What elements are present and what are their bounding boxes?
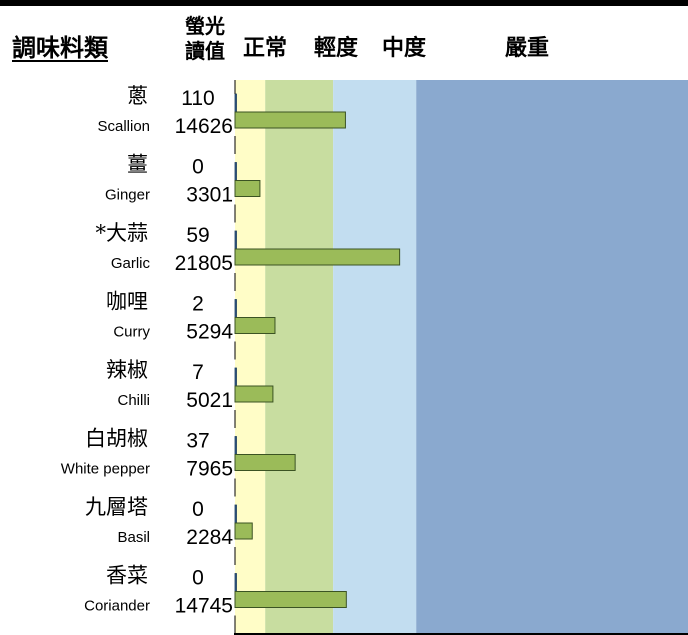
label-en-scallion: Scallion [97,118,150,135]
bar-small-coriander [234,573,237,592]
label-cn-scallion: 蔥 [127,84,148,108]
header-severe: 嚴重 [505,35,550,61]
label-en-ginger: Ginger [105,187,150,204]
label-cn-basil: 九層塔 [85,495,148,519]
bar-small-curry [234,299,237,318]
value-large-ginger: 3301 [186,184,233,207]
value-large-coriander: 14745 [175,595,233,618]
value-small-chilli: 7 [192,361,204,384]
value-small-basil: 0 [192,498,204,521]
bar-small-scallion [234,93,237,113]
header-mild: 輕度 [314,35,359,61]
value-small-ginger: 0 [192,156,204,179]
label-cn-coriander: 香菜 [106,564,148,588]
zone-normal [235,80,266,635]
label-en-coriander: Coriander [84,598,150,615]
bar-small-garlic [234,230,237,250]
value-small-scallion: 110 [181,87,214,110]
header-reading-line1: 螢光 [185,14,225,38]
value-small-curry: 2 [192,293,204,316]
value-large-scallion: 14626 [175,115,233,138]
bar-large-curry [234,317,276,334]
label-en-basil: Basil [117,529,150,546]
value-large-white-pepper: 7965 [186,458,233,481]
value-small-white-pepper: 37 [186,430,209,453]
chart-bottom-line [234,633,688,635]
bar-small-basil [234,504,237,524]
header-fluorescence-reading: 螢光 讀值 [170,14,240,64]
value-large-garlic: 21805 [175,252,233,275]
label-en-garlic: Garlic [111,255,151,272]
zone-moderate [333,80,417,635]
label-cn-curry: 咖哩 [106,290,148,314]
header-moderate: 中度 [382,35,427,61]
label-en-chilli: Chilli [117,392,150,409]
value-large-basil: 2284 [186,526,233,549]
bar-small-ginger [234,162,237,181]
bar-small-white-pepper [234,436,237,455]
value-large-curry: 5294 [186,321,233,344]
value-small-coriander: 0 [192,567,204,590]
bar-large-scallion [234,111,346,129]
label-cn-garlic: *大蒜 [96,221,149,245]
zone-severe [416,80,688,635]
value-large-chilli: 5021 [186,389,233,412]
bar-large-garlic [234,248,401,266]
header-reading-line2: 讀值 [185,39,225,63]
label-cn-chilli: 辣椒 [106,358,148,382]
header-category: 調味料類 [12,33,108,62]
label-en-curry: Curry [113,324,150,341]
bar-large-chilli [234,385,274,403]
bar-large-coriander [234,591,347,608]
label-en-white-pepper: White pepper [61,461,150,478]
label-cn-white-pepper: 白胡椒 [85,427,148,451]
zone-mild [265,80,334,635]
bar-small-chilli [234,367,237,387]
bar-large-basil [234,522,253,540]
bar-large-white-pepper [234,454,296,471]
label-cn-ginger: 薑 [127,153,148,177]
value-small-garlic: 59 [186,224,209,247]
bar-large-ginger [234,180,261,197]
top-rule [0,0,688,6]
header-normal: 正常 [243,35,288,61]
